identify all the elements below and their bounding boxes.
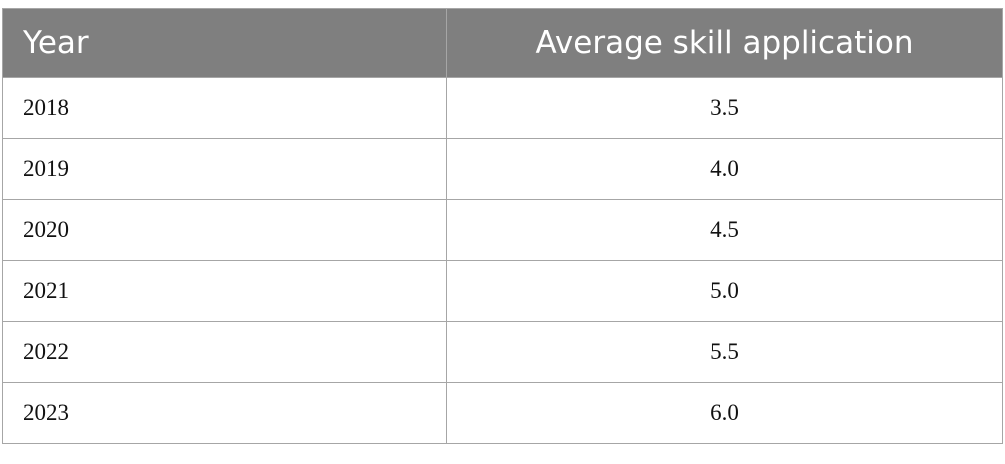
- table-body: 2018 3.5 2019 4.0 2020 4.5 2021 5.0 2022 5.5 2023 6…: [2, 77, 1003, 444]
- year-cell: 2023: [2, 382, 447, 444]
- year-cell: 2021: [2, 260, 447, 322]
- table-row: 2021 5.0: [2, 260, 1003, 322]
- table-row: 2018 3.5: [2, 77, 1003, 139]
- data-table: Year Average skill application 2018 3.5 20…: [2, 8, 1003, 444]
- value-cell: 3.5: [446, 77, 1003, 139]
- table-row: 2019 4.0: [2, 138, 1003, 200]
- table-header: Year Average skill application: [2, 8, 1003, 78]
- table-row: 2020 4.5: [2, 199, 1003, 261]
- value-cell: 4.0: [446, 138, 1003, 200]
- header-cell: Year: [2, 8, 447, 78]
- value-cell: 6.0: [446, 382, 1003, 444]
- header-row: Year Average skill application: [2, 8, 1003, 78]
- table-row: 2023 6.0: [2, 382, 1003, 444]
- header-cell: Average skill application: [446, 8, 1003, 78]
- year-cell: 2018: [2, 77, 447, 139]
- value-cell: 5.5: [446, 321, 1003, 383]
- value-cell: 4.5: [446, 199, 1003, 261]
- value-cell: 5.0: [446, 260, 1003, 322]
- table-row: 2022 5.5: [2, 321, 1003, 383]
- year-cell: 2019: [2, 138, 447, 200]
- year-cell: 2022: [2, 321, 447, 383]
- year-cell: 2020: [2, 199, 447, 261]
